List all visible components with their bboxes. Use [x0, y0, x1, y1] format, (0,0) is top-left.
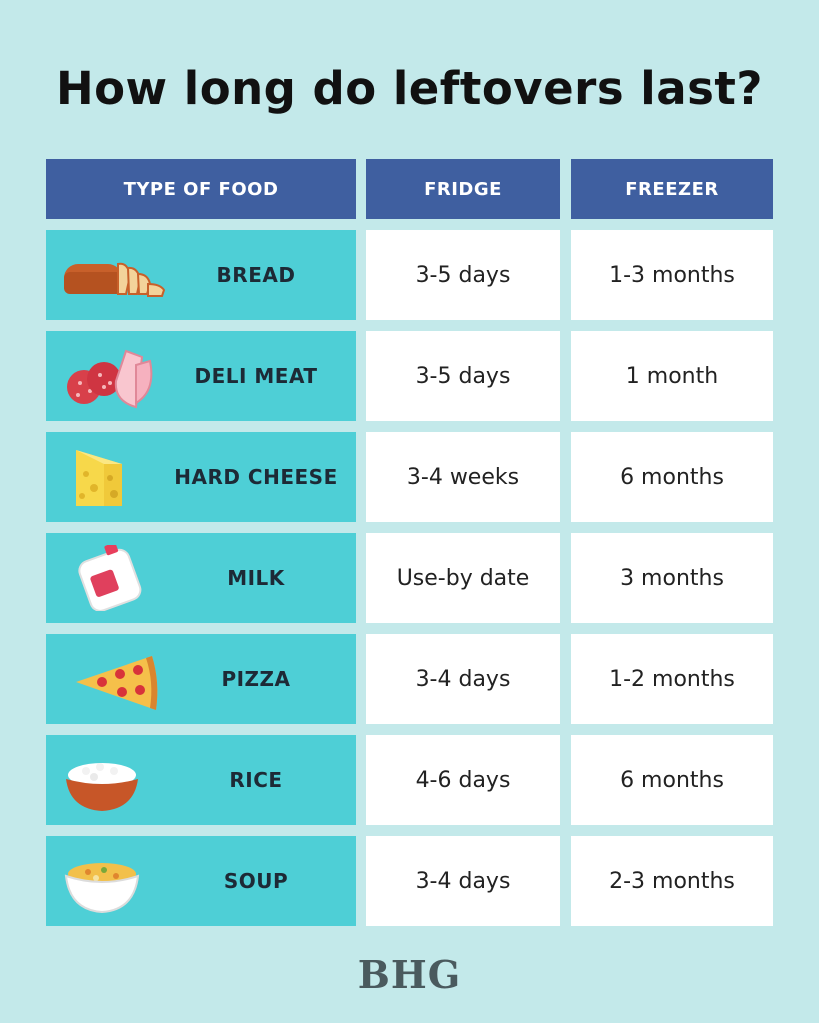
bread-icon [64, 262, 166, 297]
freezer-value: 1 month [571, 331, 773, 421]
table-row: RICE 4-6 days 6 months [0, 735, 819, 825]
freezer-value: 2-3 months [571, 836, 773, 926]
column-header-fridge: FRIDGE [366, 159, 560, 219]
table-row: SOUP 3-4 days 2-3 months [0, 836, 819, 926]
table-row: HARD CHEESE 3-4 weeks 6 months [0, 432, 819, 522]
food-cell: DELI MEAT [46, 331, 356, 421]
fridge-value: 4-6 days [366, 735, 560, 825]
food-label: MILK [227, 566, 285, 590]
rice-bowl-icon [66, 763, 138, 811]
fridge-value: 3-5 days [366, 331, 560, 421]
food-label: HARD CHEESE [174, 465, 338, 489]
freezer-value: 6 months [571, 735, 773, 825]
food-label: RICE [229, 768, 283, 792]
page-title: How long do leftovers last? [55, 62, 763, 115]
soup-bowl-icon [64, 863, 140, 914]
food-label: PIZZA [221, 667, 291, 691]
table-row: MILK Use-by date 3 months [0, 533, 819, 623]
pizza-slice-icon [76, 656, 158, 710]
food-cell: SOUP [46, 836, 356, 926]
milk-jug-icon [78, 545, 142, 611]
deli-meat-icon [67, 349, 153, 409]
table-row: BREAD 3-5 days 1-3 months [0, 230, 819, 320]
fridge-value: 3-4 days [366, 836, 560, 926]
fridge-value: Use-by date [366, 533, 560, 623]
column-header-food: TYPE OF FOOD [46, 159, 356, 219]
freezer-value: 1-3 months [571, 230, 773, 320]
fridge-value: 3-5 days [366, 230, 560, 320]
food-cell: RICE [46, 735, 356, 825]
brand-logo: BHG [357, 952, 462, 997]
freezer-value: 6 months [571, 432, 773, 522]
fridge-value: 3-4 days [366, 634, 560, 724]
cheese-icon [76, 450, 122, 506]
food-cell: BREAD [46, 230, 356, 320]
freezer-value: 3 months [571, 533, 773, 623]
food-cell: MILK [46, 533, 356, 623]
food-label: SOUP [223, 869, 289, 893]
food-cell: PIZZA [46, 634, 356, 724]
table-row: DELI MEAT 3-5 days 1 month [0, 331, 819, 421]
food-label: DELI MEAT [194, 364, 318, 388]
freezer-value: 1-2 months [571, 634, 773, 724]
column-header-freezer: FREEZER [571, 159, 773, 219]
table-row: PIZZA 3-4 days 1-2 months [0, 634, 819, 724]
food-label: BREAD [216, 263, 296, 287]
fridge-value: 3-4 weeks [366, 432, 560, 522]
food-cell: HARD CHEESE [46, 432, 356, 522]
